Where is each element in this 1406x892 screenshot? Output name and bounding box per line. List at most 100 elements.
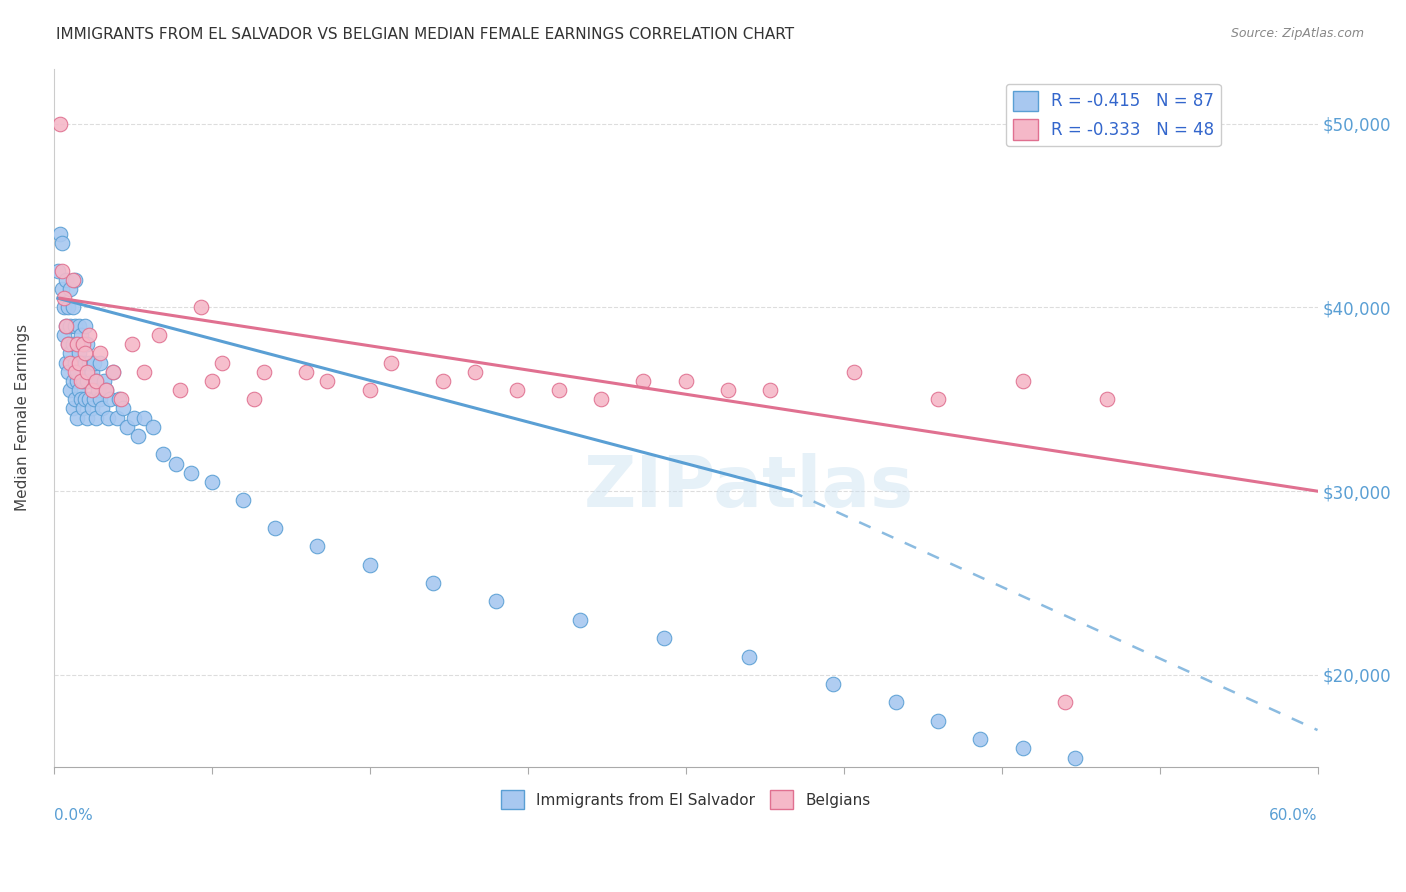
Point — [717, 383, 740, 397]
Point — [884, 696, 907, 710]
Point — [70, 328, 93, 343]
Point — [96, 383, 118, 397]
Point — [121, 337, 143, 351]
Point — [49, 227, 72, 241]
Point — [359, 558, 381, 572]
Point — [253, 365, 276, 379]
Point — [432, 374, 454, 388]
Point — [101, 365, 124, 379]
Text: 60.0%: 60.0% — [1270, 808, 1317, 823]
Point — [134, 410, 156, 425]
Point — [87, 383, 110, 397]
Point — [72, 337, 94, 351]
Point — [738, 649, 761, 664]
Text: Source: ZipAtlas.com: Source: ZipAtlas.com — [1230, 27, 1364, 40]
Point — [89, 355, 111, 369]
Point — [84, 374, 107, 388]
Point — [75, 355, 97, 369]
Point — [97, 410, 120, 425]
Point — [1053, 696, 1076, 710]
Point — [633, 374, 655, 388]
Point — [59, 383, 82, 397]
Point — [152, 447, 174, 461]
Point — [105, 410, 128, 425]
Point — [464, 365, 486, 379]
Point — [62, 374, 84, 388]
Point — [55, 318, 77, 333]
Legend: Immigrants from El Salvador, Belgians: Immigrants from El Salvador, Belgians — [495, 784, 876, 815]
Point — [675, 374, 697, 388]
Point — [67, 318, 90, 333]
Point — [91, 401, 114, 416]
Text: ZIPatlas: ZIPatlas — [583, 453, 914, 522]
Point — [112, 401, 135, 416]
Point — [72, 401, 94, 416]
Point — [1011, 741, 1033, 756]
Point — [75, 392, 97, 407]
Point — [63, 318, 86, 333]
Point — [200, 374, 222, 388]
Point — [67, 346, 90, 360]
Point — [232, 493, 254, 508]
Point — [80, 365, 103, 379]
Point — [548, 383, 571, 397]
Point — [80, 401, 103, 416]
Point — [46, 263, 69, 277]
Point — [305, 539, 328, 553]
Text: 0.0%: 0.0% — [53, 808, 93, 823]
Point — [101, 365, 124, 379]
Point — [122, 410, 145, 425]
Point — [72, 374, 94, 388]
Point — [927, 392, 949, 407]
Point — [55, 318, 77, 333]
Point — [53, 328, 76, 343]
Point — [66, 365, 89, 379]
Point — [51, 236, 73, 251]
Point — [1064, 750, 1087, 764]
Point — [53, 301, 76, 315]
Point — [59, 318, 82, 333]
Point — [63, 392, 86, 407]
Point — [76, 337, 98, 351]
Point — [759, 383, 782, 397]
Point — [127, 429, 149, 443]
Y-axis label: Median Female Earnings: Median Female Earnings — [15, 324, 30, 511]
Point — [66, 337, 89, 351]
Point — [58, 337, 80, 351]
Point — [66, 337, 89, 351]
Point — [359, 383, 381, 397]
Point — [89, 346, 111, 360]
Point — [821, 677, 844, 691]
Point — [67, 383, 90, 397]
Point — [62, 273, 84, 287]
Point — [70, 392, 93, 407]
Point — [200, 475, 222, 489]
Point — [55, 273, 77, 287]
Point — [62, 301, 84, 315]
Point — [75, 318, 97, 333]
Point — [654, 631, 676, 645]
Point — [96, 383, 118, 397]
Point — [422, 576, 444, 591]
Point — [84, 374, 107, 388]
Point — [80, 383, 103, 397]
Point — [76, 365, 98, 379]
Point — [117, 420, 139, 434]
Point — [75, 346, 97, 360]
Point — [79, 328, 101, 343]
Point — [83, 355, 105, 369]
Point — [62, 401, 84, 416]
Point — [190, 301, 212, 315]
Point — [58, 337, 80, 351]
Point — [180, 466, 202, 480]
Point — [51, 263, 73, 277]
Point — [66, 410, 89, 425]
Point — [1011, 374, 1033, 388]
Point — [76, 410, 98, 425]
Point — [59, 355, 82, 369]
Point — [84, 410, 107, 425]
Point — [55, 355, 77, 369]
Point — [51, 282, 73, 296]
Point — [591, 392, 613, 407]
Point — [242, 392, 264, 407]
